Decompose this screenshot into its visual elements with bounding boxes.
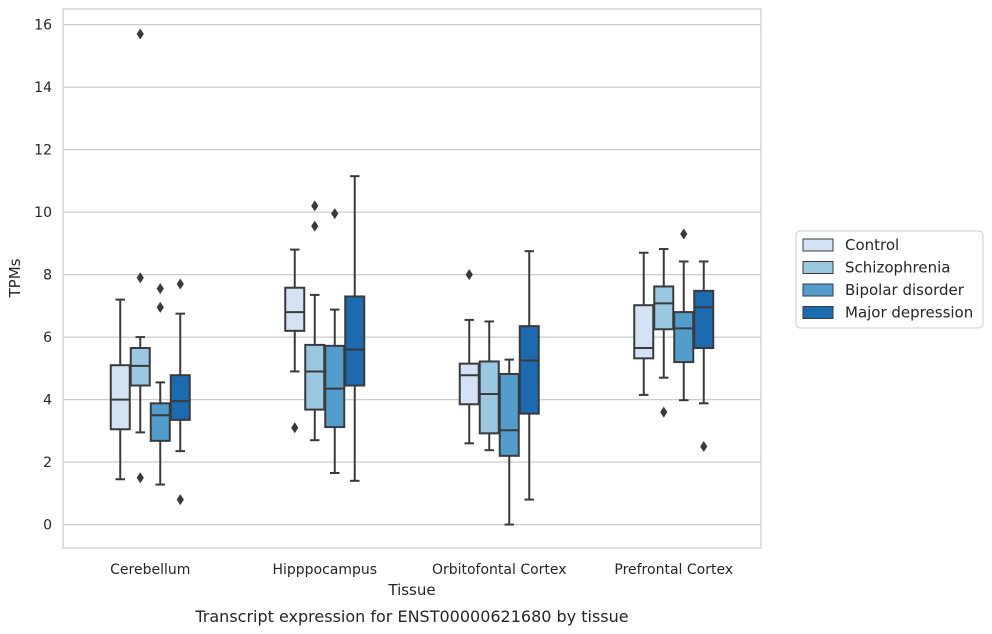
y-tick-label: 4 <box>43 393 52 409</box>
outlier-marker <box>156 283 164 295</box>
iqr-box <box>458 362 480 406</box>
y-axis-title: TPMs <box>6 258 24 298</box>
iqr-box <box>169 374 191 421</box>
iqr-box <box>518 325 540 415</box>
x-axis-title: Tissue <box>387 581 435 599</box>
outlier-marker <box>311 220 319 232</box>
outlier-marker <box>156 301 164 313</box>
iqr-box <box>653 285 675 331</box>
y-tick-label: 10 <box>34 205 52 221</box>
y-tick-label: 14 <box>34 80 52 96</box>
outlier-marker <box>680 228 688 240</box>
box-control <box>633 251 655 396</box>
plot-frame <box>62 8 762 549</box>
legend-label: Control <box>845 236 899 254</box>
box-control <box>284 248 306 434</box>
legend-label: Schizophrenia <box>845 259 950 277</box>
iqr-box <box>693 289 715 350</box>
legend-swatch <box>802 261 834 274</box>
iqr-box <box>478 360 500 435</box>
x-tick-label: Orbitofontal Cortex <box>432 562 567 578</box>
y-tick-label: 8 <box>43 268 52 284</box>
x-tick-labels: Cerebellum Hipppocampus Orbitofontal Corte… <box>110 562 733 578</box>
iqr-box <box>324 344 346 429</box>
box-control <box>109 298 131 481</box>
box-schizophrenia <box>653 247 675 418</box>
outlier-marker <box>136 472 144 484</box>
legend-swatch <box>802 283 834 297</box>
iqr-box <box>304 343 326 411</box>
outlier-marker <box>291 422 299 434</box>
box-major-depression <box>169 278 191 506</box>
box-schizophrenia <box>129 28 151 484</box>
box-bipolar-disorder <box>149 283 171 486</box>
box-major-depression <box>344 175 366 482</box>
x-tick-label: Prefrontal Cortex <box>614 562 733 578</box>
x-tick-label: Hipppocampus <box>272 562 377 578</box>
outlier-marker <box>136 28 144 40</box>
legend-frame <box>795 230 984 329</box>
y-tick-label: 2 <box>43 455 52 471</box>
outlier-marker <box>136 272 144 284</box>
outlier-marker <box>700 440 708 452</box>
legend-swatch <box>802 238 834 252</box>
outlier-marker <box>331 208 339 220</box>
outlier-marker <box>176 494 184 506</box>
outlier-marker <box>311 200 319 212</box>
boxes <box>109 28 715 526</box>
figure-caption: Transcript expression for ENST0000062168… <box>194 607 628 626</box>
legend-swatch <box>802 306 834 319</box>
box-major-depression <box>518 250 540 501</box>
box-bipolar-disorder <box>498 358 520 526</box>
iqr-box <box>284 286 306 332</box>
box-major-depression <box>693 260 715 452</box>
legend-label: Bipolar disorder <box>845 281 965 299</box>
box-schizophrenia <box>304 200 326 442</box>
outlier-marker <box>660 406 668 418</box>
y-tick-labels: 0 2 4 6 8 10 12 14 16 <box>34 18 52 534</box>
outlier-marker <box>176 278 184 290</box>
y-tick-label: 16 <box>34 18 52 34</box>
iqr-box <box>633 304 655 360</box>
outlier-marker <box>465 269 473 281</box>
y-tick-label: 12 <box>34 143 52 159</box>
legend-label: Major depression <box>845 304 973 322</box>
iqr-box <box>149 402 171 442</box>
y-tick-label: 0 <box>43 518 52 534</box>
box-schizophrenia <box>478 320 500 452</box>
iqr-box <box>498 372 520 457</box>
legend: Control Schizophrenia Bipolar disorder Majo… <box>795 230 984 329</box>
iqr-box <box>673 311 695 364</box>
x-tick-label: Cerebellum <box>110 562 190 578</box>
iqr-box <box>344 295 366 387</box>
iqr-box <box>109 364 131 431</box>
y-tick-label: 6 <box>43 330 52 346</box>
